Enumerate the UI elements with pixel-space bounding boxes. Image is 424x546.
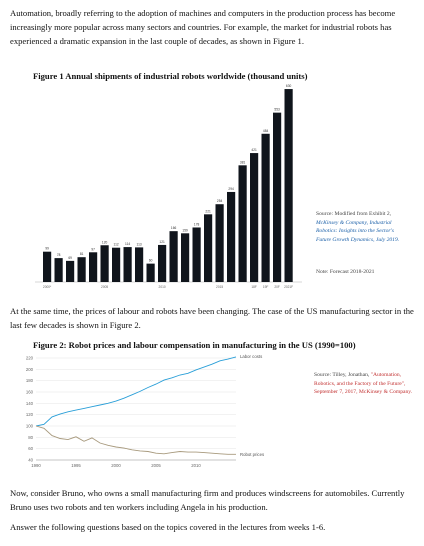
figure1-value-label: 78 xyxy=(57,253,61,257)
figure1-value-label: 254 xyxy=(217,199,223,203)
figure1-value-label: 166 xyxy=(171,226,177,230)
figure1-bar xyxy=(169,231,178,282)
figure2-y-tick-label: 60 xyxy=(28,446,33,451)
middle-paragraph: At the same time, the prices of labour a… xyxy=(10,306,414,330)
figure1-bar xyxy=(89,252,98,282)
figure1-bar xyxy=(250,153,259,282)
figure1-source: Source: Modified from Exhibit 2, McKinse… xyxy=(316,210,408,244)
figure2-y-tick-label: 200 xyxy=(26,367,34,372)
figure1-value-label: 159 xyxy=(182,228,188,232)
figure2-series-label: Labor costs xyxy=(240,354,262,359)
figure1-x-tick-label: 2010 xyxy=(159,285,166,289)
closing-paragraph-2: Answer the following questions based on … xyxy=(10,522,326,532)
figure1-value-label: 113 xyxy=(137,242,142,246)
figure1-value-label: 120 xyxy=(102,240,108,244)
figure1-bar xyxy=(215,204,224,282)
figure2-series-line-labor-costs xyxy=(35,356,237,427)
figure1-x-tick-label: 18F xyxy=(251,285,257,289)
figure1-value-label: 97 xyxy=(91,247,95,251)
figure1-bar xyxy=(43,251,52,282)
figure1-source-italic: McKinsey & Company, Industrial Robotics:… xyxy=(316,219,400,243)
figure2-x-tick-label: 2005 xyxy=(151,463,161,468)
figure1-bar xyxy=(261,133,270,282)
figure2-y-tick-label: 140 xyxy=(26,401,34,406)
figure1-value-label: 69 xyxy=(68,256,72,260)
figure2-x-tick-label: 1990 xyxy=(31,463,41,468)
figure1-bar xyxy=(273,112,282,282)
figure1-x-tick-label: 19F xyxy=(263,285,269,289)
figure1-x-tick-label: 20F xyxy=(274,285,280,289)
figure2-x-tick-label: 2000 xyxy=(111,463,121,468)
figure1-bar xyxy=(123,247,132,282)
figure1-value-label: 421 xyxy=(251,148,257,152)
figure2-y-tick-label: 180 xyxy=(26,378,34,383)
figure2-y-tick-label: 100 xyxy=(26,424,34,429)
figure2-y-tick-label: 120 xyxy=(26,412,34,417)
figure2-x-tick-label: 1995 xyxy=(71,463,81,468)
figure2-series-label: Robot prices xyxy=(240,452,264,457)
figure1-bar xyxy=(146,263,155,282)
figure1-value-label: 381 xyxy=(240,160,246,164)
figure1-x-tick-label: 2021F xyxy=(284,285,293,289)
figure1-bar xyxy=(181,233,190,282)
figure1-value-label: 114 xyxy=(125,242,130,246)
figure1-bar xyxy=(192,227,201,282)
figure1-value-label: 553 xyxy=(274,108,280,112)
figure1-title: Figure 1 Annual shipments of industrial … xyxy=(33,71,308,81)
figure1-value-label: 294 xyxy=(228,187,234,191)
figure1-bar xyxy=(135,247,144,282)
figure1-value-label: 178 xyxy=(194,222,200,226)
figure1-value-label: 60 xyxy=(149,259,153,263)
figure1-x-tick-label: 2015 xyxy=(216,285,223,289)
figure2-source: Source: Tilley, Jonathan, "Automation, R… xyxy=(314,371,414,397)
figure1-source-prefix: Source: Modified from Exhibit 2, xyxy=(316,211,392,217)
figure1-value-label: 221 xyxy=(205,209,211,213)
figure1-bar xyxy=(158,244,167,282)
figure2-title: Figure 2: Robot prices and labour compen… xyxy=(33,340,356,350)
figure1-bar xyxy=(112,247,121,282)
figure1-x-tick-label: 2000* xyxy=(43,285,52,289)
figure1-bar xyxy=(204,214,213,282)
figure2-y-tick-label: 160 xyxy=(26,390,34,395)
figure2-y-tick-label: 80 xyxy=(28,435,33,440)
figure1-value-label: 99 xyxy=(45,247,49,251)
figure1-value-label: 121 xyxy=(159,240,165,244)
figure2-series-line-robot-prices xyxy=(35,425,236,455)
figure1-bar xyxy=(227,191,236,282)
figure1-value-label: 630 xyxy=(286,84,292,88)
figure1-bar xyxy=(66,260,75,282)
figure1-value-label: 81 xyxy=(80,252,84,256)
figure1-bar xyxy=(54,258,63,282)
figure2-x-tick-label: 2010 xyxy=(191,463,201,468)
closing-paragraph-1: Now, consider Bruno, who owns a small ma… xyxy=(10,488,405,512)
figure2-source-red: "Automation, Robotics, and the Factory o… xyxy=(314,372,413,396)
figure1-bar xyxy=(284,89,293,282)
figure1-bar xyxy=(238,165,247,282)
figure1-value-label: 484 xyxy=(263,129,269,133)
figure2-source-prefix: Source: Tilley, Jonathan, xyxy=(314,372,371,378)
figure1-value-label: 112 xyxy=(114,243,119,247)
figure2-y-tick-label: 220 xyxy=(26,356,34,361)
figure2-y-tick-label: 40 xyxy=(28,458,33,463)
figure1-bar xyxy=(77,257,86,282)
figure1-bar xyxy=(100,245,109,282)
figure1-note: Note: Forecast 2018-2021 xyxy=(316,269,375,275)
intro-paragraph: Automation, broadly referring to the ado… xyxy=(10,8,396,46)
figure1-x-tick-label: 2005 xyxy=(101,285,108,289)
figure1-chart: 99 2000* 78 69 81 97 120 2005 112 114 113 60 121 2010… xyxy=(35,84,302,289)
